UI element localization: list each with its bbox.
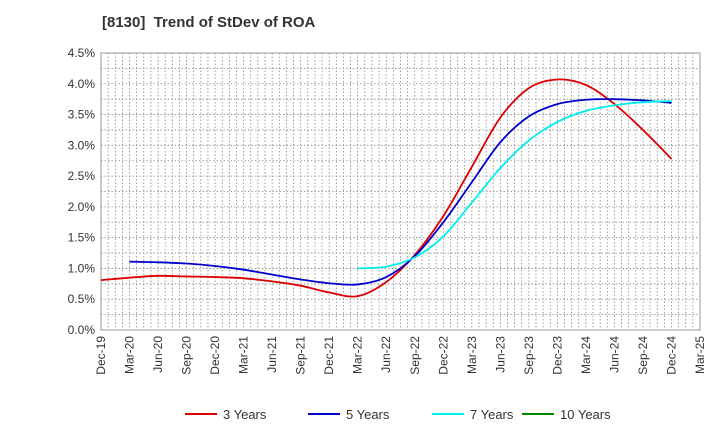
legend-label-7-years: 7 Years — [470, 407, 514, 422]
x-tick-label: Mar-21 — [237, 336, 251, 374]
y-tick-label: 0.5% — [68, 292, 96, 306]
y-tick-label: 4.5% — [68, 46, 96, 60]
x-tick-label: Mar-25 — [693, 336, 707, 374]
y-tick-label: 4.0% — [68, 77, 96, 91]
y-tick-label: 1.5% — [68, 231, 96, 245]
x-tick-label: Sep-22 — [408, 336, 422, 375]
x-tick-label: Dec-23 — [550, 336, 564, 375]
x-tick-label: Dec-22 — [436, 336, 450, 375]
x-tick-label: Dec-24 — [664, 336, 678, 375]
x-tick-label: Mar-20 — [123, 336, 137, 374]
legend-label-5-years: 5 Years — [346, 407, 390, 422]
y-axis: 0.0% 0.5% 1.0% 1.5% 2.0% 2.5% 3.0% 3.5% 4.0% 4.5% — [68, 46, 96, 337]
x-tick-label: Dec-19 — [94, 336, 108, 375]
x-tick-label: Dec-20 — [208, 336, 222, 375]
x-tick-label: Sep-21 — [294, 336, 308, 375]
legend: 3 Years 5 Years 7 Years 10 Years — [185, 407, 611, 422]
x-tick-label: Jun-20 — [151, 336, 165, 373]
series-lines — [100, 78, 673, 298]
y-tick-label: 3.0% — [68, 138, 96, 152]
series-line-3-years — [100, 78, 673, 298]
grid — [101, 53, 700, 330]
legend-label-3-years: 3 Years — [223, 407, 267, 422]
y-tick-label: 2.5% — [68, 169, 96, 183]
x-tick-label: Mar-22 — [351, 336, 365, 374]
x-tick-label: Sep-23 — [522, 336, 536, 375]
x-tick-label: Mar-24 — [579, 336, 593, 374]
series-line-7-years — [357, 100, 672, 270]
legend-label-10-years: 10 Years — [560, 407, 611, 422]
y-tick-label: 1.0% — [68, 261, 96, 275]
y-tick-label: 0.0% — [68, 323, 96, 337]
chart-title: [8130] Trend of StDev of ROA — [102, 14, 316, 31]
x-tick-label: Jun-22 — [379, 336, 393, 373]
x-tick-label: Sep-20 — [180, 336, 194, 375]
plot-area — [100, 52, 701, 331]
x-tick-label: Mar-23 — [465, 336, 479, 374]
x-tick-label: Jun-24 — [607, 336, 621, 373]
x-tick-label: Jun-23 — [493, 336, 507, 373]
x-tick-label: Jun-21 — [265, 336, 279, 373]
x-tick-label: Dec-21 — [322, 336, 336, 375]
x-axis: Dec-19 Mar-20 Jun-20 Sep-20 Dec-20 Mar-21 Jun-… — [94, 336, 707, 375]
x-tick-label: Sep-24 — [636, 336, 650, 375]
y-tick-label: 2.0% — [68, 200, 96, 214]
series-line-5-years — [129, 98, 672, 286]
y-tick-label: 3.5% — [68, 108, 96, 122]
